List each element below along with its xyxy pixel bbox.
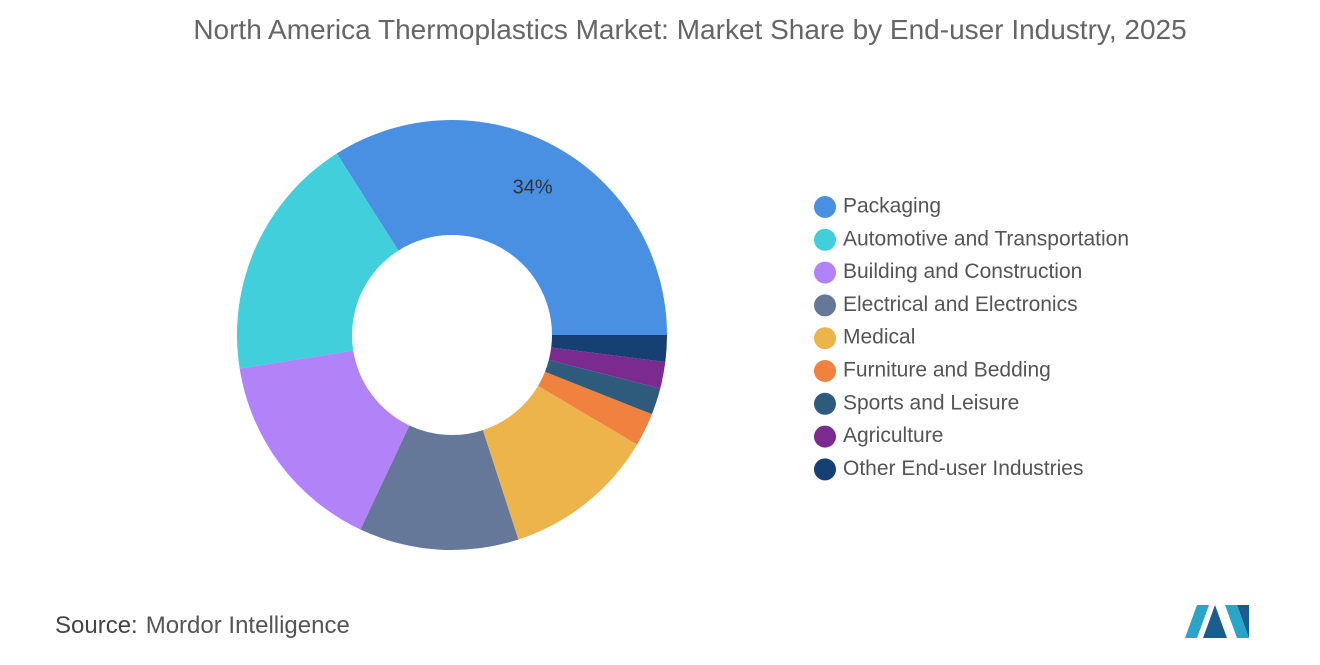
legend-swatch [814, 261, 836, 284]
donut-slice [548, 347, 666, 389]
legend-label: Building and Construction [843, 260, 1082, 283]
legend-swatch [814, 392, 836, 415]
legend-label: Electrical and Electronics [843, 293, 1078, 316]
donut-slice [538, 371, 652, 445]
legend-swatch [814, 228, 836, 251]
legend-swatch [814, 294, 836, 317]
donut-slice [239, 350, 410, 530]
legend-label: Packaging [843, 195, 941, 218]
donut-slice [336, 119, 667, 336]
donut-slice [360, 425, 519, 550]
legend-label: Furniture and Bedding [843, 359, 1051, 382]
source-text: Mordor Intelligence [145, 612, 350, 639]
legend-swatch [814, 327, 836, 350]
donut-slice [482, 385, 638, 540]
logo [1185, 605, 1249, 638]
legend-label: Medical [843, 326, 915, 349]
legend-label: Other End-user Industries [843, 457, 1083, 480]
donut-slice [551, 335, 667, 362]
source: Source: Mordor Intelligence [55, 612, 350, 640]
legend-label: Sports and Leisure [843, 391, 1019, 414]
donut-slice [237, 153, 399, 369]
donut-slice [544, 359, 661, 415]
chart-title: North America Thermoplastics Market: Mar… [193, 14, 1187, 45]
source-label: Source: [55, 612, 138, 639]
legend-label: Agriculture [843, 424, 943, 447]
legend-swatch [814, 458, 836, 481]
legend-label: Automotive and Transportation [843, 227, 1129, 250]
legend-swatch [814, 425, 836, 448]
legend-swatch [814, 196, 836, 218]
legend-swatch [814, 360, 836, 382]
data-label: 34% [513, 176, 553, 198]
